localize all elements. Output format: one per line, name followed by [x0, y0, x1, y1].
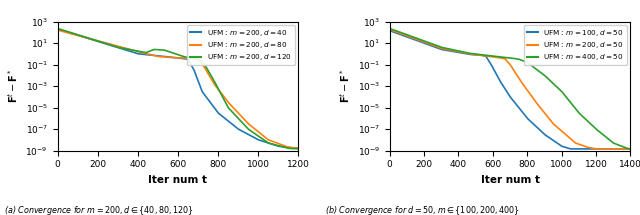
X-axis label: Iter num t: Iter num t — [148, 175, 207, 185]
Text: (b) Convergence for $d = 50, m \in \{100, 200, 400\}$: (b) Convergence for $d = 50, m \in \{100… — [325, 204, 520, 215]
Y-axis label: $\mathbf{F}^t - \mathbf{F}^*$: $\mathbf{F}^t - \mathbf{F}^*$ — [6, 69, 20, 103]
X-axis label: Iter num t: Iter num t — [481, 175, 540, 185]
Legend: UFM : $m = 100, d = 50$, UFM : $m = 200, d = 50$, UFM : $m = 400, d = 50$: UFM : $m = 100, d = 50$, UFM : $m = 200,… — [524, 25, 627, 65]
Legend: UFM : $m = 200, d = 40$, UFM : $m = 200, d = 80$, UFM : $m = 200, d = 120$: UFM : $m = 200, d = 40$, UFM : $m = 200,… — [188, 25, 294, 65]
Y-axis label: $\mathbf{F}^t - \mathbf{F}^*$: $\mathbf{F}^t - \mathbf{F}^*$ — [338, 69, 352, 103]
Text: (a) Convergence for $m = 200, d \in \{40, 80, 120\}$: (a) Convergence for $m = 200, d \in \{40… — [4, 204, 194, 215]
